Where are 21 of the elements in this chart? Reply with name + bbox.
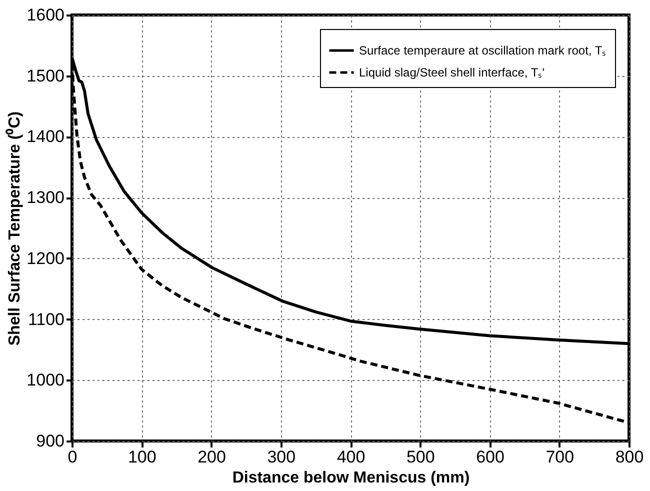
x-tick-label: 700 (546, 448, 574, 466)
x-tick-label: 400 (336, 448, 366, 466)
x-tick-label: 200 (198, 448, 226, 466)
x-tick-label: 100 (128, 448, 156, 466)
y-tick-label: 900 (36, 432, 64, 450)
y-tick-label: 1400 (26, 127, 64, 146)
y-tick-label: 1000 (26, 370, 64, 390)
x-tick-label: 500 (406, 448, 435, 466)
y-tick-label: 1300 (26, 188, 64, 208)
x-tick-label: 0 (68, 448, 78, 466)
y-tick-label: 1200 (26, 248, 64, 268)
legend-label: Surface temperaure at oscillation mark root, Tₛ (359, 44, 606, 58)
y-tick-label: 1500 (26, 66, 64, 86)
x-tick-label: 300 (267, 448, 296, 466)
x-axis-title: Distance below Meniscus (mm) (232, 470, 470, 486)
y-axis-title: Shell Surface Temperature (⁰C) (6, 111, 24, 346)
y-tick-label: 1600 (26, 6, 64, 24)
x-tick-label: 800 (615, 448, 644, 466)
legend-label: Liquid slag/Steel shell interface, Tₛ' (359, 66, 545, 80)
y-tick-label: 1100 (28, 310, 64, 329)
x-tick-label: 600 (476, 448, 504, 466)
